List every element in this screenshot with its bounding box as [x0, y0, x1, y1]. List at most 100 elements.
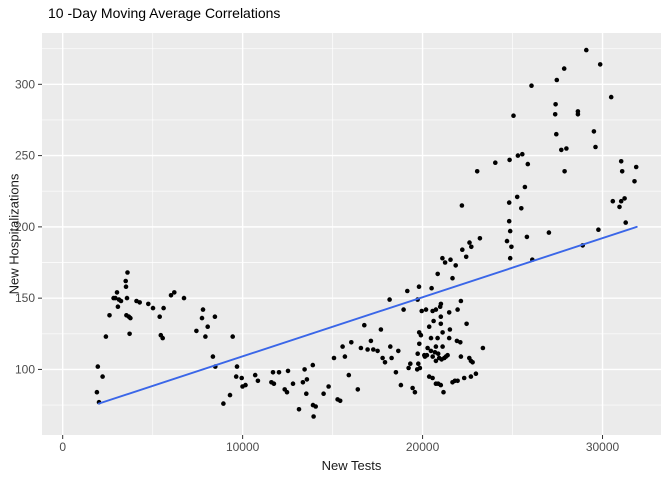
data-point: [285, 368, 291, 374]
data-point: [458, 354, 464, 359]
data-point: [440, 330, 445, 335]
data-point: [172, 290, 177, 295]
data-point: [458, 340, 463, 345]
data-point: [127, 331, 132, 337]
data-point: [125, 270, 130, 275]
data-point: [331, 355, 337, 361]
data-point: [460, 247, 465, 252]
data-point: [622, 196, 627, 201]
data-point: [596, 227, 601, 232]
data-point: [564, 146, 569, 151]
data-point: [467, 240, 472, 245]
data-point: [424, 352, 430, 358]
data-point: [591, 129, 597, 134]
data-point: [618, 198, 624, 204]
data-point: [115, 304, 121, 310]
data-point: [433, 358, 439, 364]
data-point: [433, 344, 439, 349]
data-point: [157, 314, 162, 320]
data-point: [304, 391, 309, 397]
data-point: [137, 300, 142, 305]
data-point: [349, 340, 354, 345]
data-point: [458, 298, 464, 304]
data-point: [313, 404, 319, 409]
data-point: [408, 361, 413, 367]
x-axis-title: New Tests: [321, 458, 382, 473]
data-point: [415, 351, 421, 357]
data-point: [440, 344, 445, 349]
data-point: [610, 198, 616, 204]
data-point: [302, 367, 307, 372]
data-point: [575, 112, 581, 117]
data-point: [619, 169, 625, 174]
data-point: [633, 164, 639, 170]
data-point: [597, 62, 603, 67]
data-point: [418, 332, 424, 338]
data-point: [365, 347, 370, 352]
data-point: [128, 315, 133, 321]
data-point: [270, 370, 276, 375]
data-point: [435, 351, 441, 357]
data-point: [493, 160, 498, 165]
data-point: [290, 381, 296, 387]
data-point: [480, 345, 486, 351]
data-point: [524, 234, 530, 240]
data-point: [321, 391, 326, 397]
data-point: [522, 184, 528, 190]
data-point: [114, 290, 120, 295]
data-point: [416, 361, 421, 367]
data-point: [520, 151, 525, 157]
data-point: [380, 355, 385, 361]
y-tick-label: 150: [15, 291, 35, 305]
data-point: [239, 375, 244, 381]
y-tick-label: 250: [15, 149, 35, 163]
data-point: [525, 161, 531, 167]
data-point: [107, 313, 112, 318]
data-point: [428, 348, 434, 354]
data-point: [340, 344, 345, 349]
data-point: [507, 157, 512, 163]
data-point: [509, 244, 514, 250]
data-point: [271, 381, 277, 387]
data-point: [632, 179, 637, 184]
data-point: [623, 220, 628, 225]
data-point: [464, 321, 469, 327]
data-point: [210, 354, 216, 359]
data-point: [559, 147, 564, 153]
data-point: [438, 314, 444, 320]
data-point: [161, 305, 166, 311]
y-axis-title: New Hospitalizations: [6, 173, 22, 295]
data-point: [296, 407, 302, 412]
data-point: [371, 347, 376, 352]
trend-line: [97, 225, 638, 405]
data-point: [442, 260, 448, 265]
data-point: [221, 401, 226, 406]
x-tick-label: 30000: [586, 440, 620, 454]
data-point: [342, 354, 348, 359]
data-point: [463, 254, 469, 260]
data-point: [378, 327, 384, 332]
data-point: [474, 169, 480, 174]
data-point: [199, 315, 205, 321]
data-point: [448, 257, 453, 263]
data-point: [389, 355, 394, 361]
data-point: [440, 255, 445, 261]
data-point: [181, 295, 187, 301]
data-point: [470, 360, 475, 365]
data-point: [387, 297, 392, 302]
data-point: [468, 374, 474, 379]
data-point: [584, 47, 589, 53]
data-point: [446, 310, 452, 315]
data-point: [455, 378, 460, 384]
data-point: [230, 334, 235, 339]
data-point: [506, 218, 512, 224]
data-point: [445, 352, 450, 358]
data-point: [438, 321, 444, 327]
data-point: [160, 335, 165, 341]
data-point: [212, 314, 218, 320]
data-point: [515, 153, 521, 158]
data-point: [243, 382, 248, 388]
data-point: [519, 206, 524, 211]
data-point: [326, 384, 331, 389]
data-point: [423, 307, 429, 312]
